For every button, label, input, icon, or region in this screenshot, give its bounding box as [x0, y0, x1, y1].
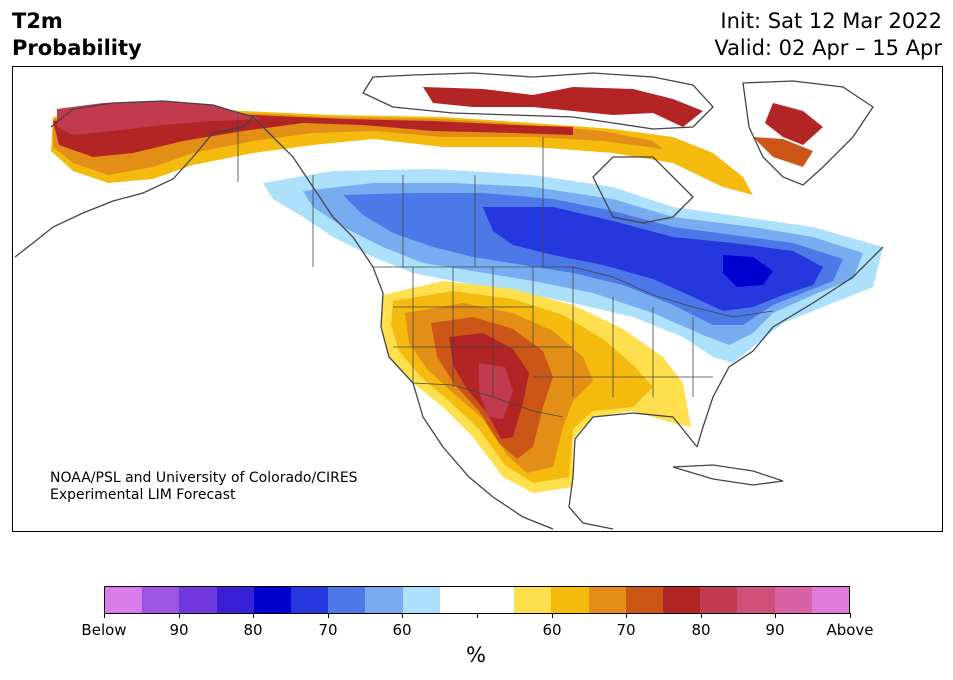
- colorbar-ticks: [104, 613, 851, 621]
- colorbar-tick-label: Above: [826, 621, 874, 639]
- colorbar-segment: [700, 587, 738, 613]
- colorbar-tick-label: 60: [392, 621, 412, 639]
- hudson-bay-coastline: [592, 156, 694, 224]
- warm-region-greenland: [765, 103, 823, 145]
- cuba-coastline: [672, 464, 784, 486]
- map-panel: NOAA/PSL and University of Colorado/CIRE…: [12, 66, 943, 532]
- colorbar-segment: [625, 587, 664, 613]
- colorbar-tick: [402, 613, 403, 618]
- colorbar-segment: [439, 587, 478, 613]
- atlantic-coastline: [696, 246, 884, 448]
- forecast-map: [14, 72, 884, 530]
- colorbar-segment: [811, 587, 850, 613]
- warm-region-alaska-core: [57, 101, 263, 135]
- colorbar-segment: [365, 587, 403, 613]
- colorbar-labels: Below 90 80 70 60 60 70 80 90 Above: [81, 621, 873, 639]
- colorbar-segment: [142, 587, 180, 613]
- colorbar-segment: [737, 587, 775, 613]
- colorbar-segment: [291, 587, 329, 613]
- warm-region-arctic-islands: [423, 87, 703, 127]
- coastlines: [14, 72, 884, 530]
- colorbar-tick: [179, 613, 180, 618]
- map-title: T2m Probability: [12, 8, 142, 62]
- colorbar-segment: [402, 587, 440, 613]
- date-info: Init: Sat 12 Mar 2022 Valid: 02 Apr – 15…: [714, 8, 942, 62]
- state-borders-east: [533, 267, 713, 397]
- gulf-coastline: [568, 412, 698, 530]
- probability-colorbar: [104, 586, 850, 614]
- colorbar-tick: [328, 613, 329, 618]
- warm-region-greenland-edge: [753, 137, 813, 167]
- colorbar-tick-label: 90: [169, 621, 189, 639]
- colorbar-tick: [104, 613, 105, 618]
- colorbar-segment: [328, 587, 366, 613]
- colorbar-segment: [588, 587, 626, 613]
- colorbar-tick: [626, 613, 627, 618]
- colorbar-tick-label: 80: [691, 621, 711, 639]
- colorbar-tick: [850, 613, 851, 618]
- colorbar-tick: [552, 613, 553, 618]
- colorbar-segment: [514, 587, 552, 613]
- province-borders: [237, 117, 544, 267]
- political-borders: [237, 117, 774, 418]
- colorbar-segment: [179, 587, 217, 613]
- warm-region-south-core: [479, 363, 513, 419]
- colorbar-tick: [477, 613, 478, 618]
- credit-text: NOAA/PSL and University of Colorado/CIRE…: [50, 470, 358, 504]
- colorbar-tick: [253, 613, 254, 618]
- colorbar-segment: [216, 587, 254, 613]
- colorbar-segment: [253, 587, 292, 613]
- title-line-1: T2m: [12, 9, 63, 33]
- colorbar-tick-label: 90: [765, 621, 785, 639]
- credit-line-2: Experimental LIM Forecast: [50, 487, 236, 503]
- colorbar-tick-label: Below: [81, 621, 127, 639]
- colorbar-segment: [105, 587, 143, 613]
- arctic-islands-coastline: [362, 72, 714, 130]
- alaska-coastline: [14, 100, 255, 258]
- init-date: Init: Sat 12 Mar 2022: [720, 9, 942, 33]
- colorbar-tick-label: 70: [318, 621, 338, 639]
- cold-region-core: [723, 255, 773, 287]
- colorbar-unit: %: [466, 643, 486, 667]
- state-borders-west: [393, 267, 573, 397]
- credit-line-1: NOAA/PSL and University of Colorado/CIRE…: [50, 470, 358, 486]
- colorbar-tick: [701, 613, 702, 618]
- colorbar-segment: [551, 587, 589, 613]
- colorbar-tick-label: 70: [616, 621, 636, 639]
- pacific-coastline: [252, 116, 554, 530]
- colorbar-segment: [477, 587, 515, 613]
- greenland-coastline: [742, 80, 874, 186]
- colorbar-tick-label: 80: [243, 621, 263, 639]
- colorbar-tick: [775, 613, 776, 618]
- valid-range: Valid: 02 Apr – 15 Apr: [714, 36, 942, 60]
- colorbar-tick-label: 60: [542, 621, 562, 639]
- title-line-2: Probability: [12, 36, 142, 60]
- colorbar-segment: [774, 587, 812, 613]
- colorbar-segment: [663, 587, 701, 613]
